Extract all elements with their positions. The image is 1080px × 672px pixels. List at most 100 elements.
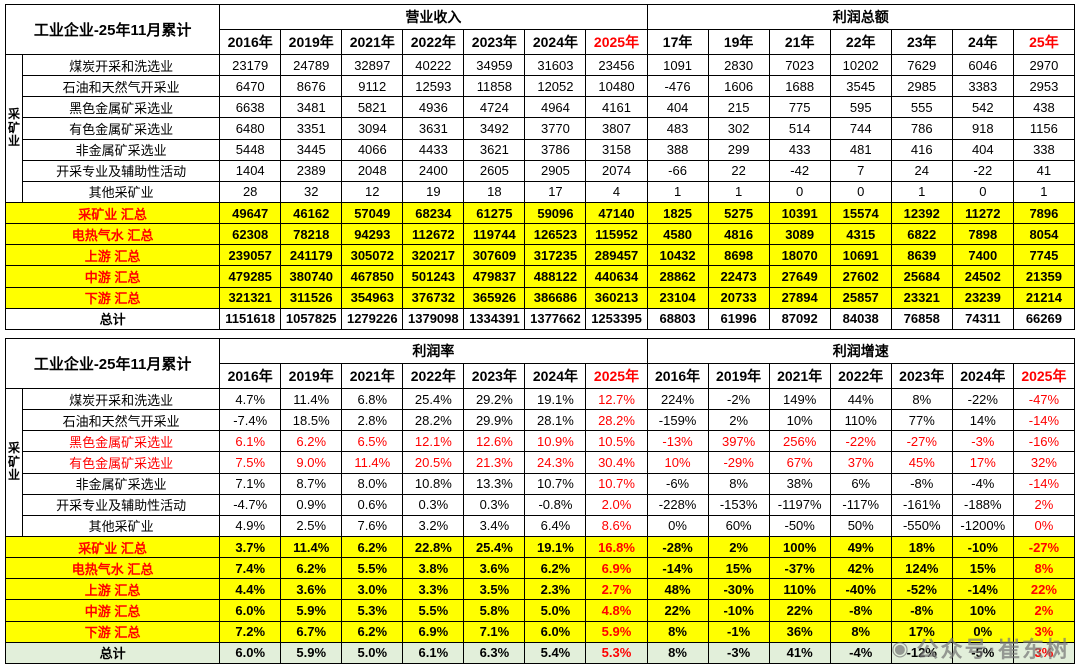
data-cell[interactable]: 60% [707, 514, 770, 537]
data-cell[interactable]: -8% [829, 599, 892, 622]
data-cell[interactable]: 12593 [402, 75, 465, 98]
data-cell[interactable]: 360213 [585, 286, 648, 309]
data-cell[interactable]: 8% [646, 620, 709, 643]
data-cell[interactable]: 3% [1012, 641, 1076, 665]
data-cell[interactable]: 8% [890, 387, 953, 411]
data-cell[interactable]: 40222 [402, 53, 465, 77]
data-cell[interactable]: -47% [1012, 387, 1076, 411]
data-cell[interactable]: 388 [646, 138, 709, 161]
data-cell[interactable]: 34959 [463, 53, 526, 77]
data-cell[interactable]: 1688 [768, 75, 831, 98]
row-label[interactable]: 总计 [4, 307, 221, 331]
data-cell[interactable]: 115952 [585, 223, 648, 246]
data-cell[interactable]: 8639 [890, 244, 953, 267]
data-cell[interactable]: 1151618 [219, 307, 282, 331]
year-header[interactable]: 24年 [951, 29, 1014, 55]
year-header[interactable]: 2016年 [219, 29, 282, 55]
data-cell[interactable]: 0 [951, 180, 1014, 203]
data-cell[interactable]: 467850 [341, 265, 404, 288]
data-cell[interactable]: 10% [951, 599, 1014, 622]
data-cell[interactable]: 2.7% [585, 578, 648, 601]
row-label[interactable]: 石油和天然气开采业 [21, 409, 221, 432]
data-cell[interactable]: 21214 [1012, 286, 1076, 309]
data-cell[interactable]: 479285 [219, 265, 282, 288]
data-cell[interactable]: 36% [768, 620, 831, 643]
data-cell[interactable]: 48% [646, 578, 709, 601]
data-cell[interactable]: 62308 [219, 223, 282, 246]
data-cell[interactable]: 24502 [951, 265, 1014, 288]
data-cell[interactable]: 5.5% [341, 557, 404, 580]
data-cell[interactable]: 29.2% [463, 387, 526, 411]
data-cell[interactable]: 7898 [951, 223, 1014, 246]
data-cell[interactable]: 3158 [585, 138, 648, 161]
data-cell[interactable]: 2074 [585, 159, 648, 182]
data-cell[interactable]: 22473 [707, 265, 770, 288]
data-cell[interactable]: -188% [951, 493, 1014, 516]
row-label[interactable]: 黑色金属矿采选业 [21, 96, 221, 119]
data-cell[interactable]: 22.8% [402, 535, 465, 559]
data-cell[interactable]: 3.2% [402, 514, 465, 537]
data-cell[interactable]: 10691 [829, 244, 892, 267]
data-cell[interactable]: 22% [1012, 578, 1076, 601]
data-cell[interactable]: 28 [219, 180, 282, 203]
data-cell[interactable]: 1253395 [585, 307, 648, 331]
data-cell[interactable]: 13.3% [463, 472, 526, 495]
data-cell[interactable]: 7.4% [219, 557, 282, 580]
year-header[interactable]: 2024年 [951, 363, 1014, 389]
data-cell[interactable]: 3.8% [402, 557, 465, 580]
data-cell[interactable]: 0% [1012, 514, 1076, 537]
data-cell[interactable]: 2% [707, 409, 770, 432]
year-header[interactable]: 2023年 [463, 29, 526, 55]
data-cell[interactable]: 61275 [463, 201, 526, 225]
year-header[interactable]: 25年 [1012, 29, 1076, 55]
data-cell[interactable]: 0.3% [402, 493, 465, 516]
data-cell[interactable]: 17 [524, 180, 587, 203]
data-cell[interactable]: 354963 [341, 286, 404, 309]
data-cell[interactable]: 112672 [402, 223, 465, 246]
data-cell[interactable]: 25857 [829, 286, 892, 309]
data-cell[interactable]: 68803 [646, 307, 709, 331]
data-cell[interactable]: 2953 [1012, 75, 1076, 98]
data-cell[interactable]: 514 [768, 117, 831, 140]
data-cell[interactable]: 17% [890, 620, 953, 643]
row-label[interactable]: 煤炭开采和洗选业 [21, 387, 221, 411]
data-cell[interactable]: -1% [707, 620, 770, 643]
data-cell[interactable]: 87092 [768, 307, 831, 331]
data-cell[interactable]: 49647 [219, 201, 282, 225]
year-header[interactable]: 2016年 [646, 363, 709, 389]
data-cell[interactable]: 14% [951, 409, 1014, 432]
data-cell[interactable]: 8% [1012, 557, 1076, 580]
data-cell[interactable]: 479837 [463, 265, 526, 288]
data-cell[interactable]: 488122 [524, 265, 587, 288]
data-cell[interactable]: 6.0% [524, 620, 587, 643]
data-cell[interactable]: 2389 [280, 159, 343, 182]
year-header[interactable]: 2023年 [463, 363, 526, 389]
data-cell[interactable]: 0 [768, 180, 831, 203]
data-cell[interactable]: 0% [646, 514, 709, 537]
data-cell[interactable]: 11272 [951, 201, 1014, 225]
data-cell[interactable]: 3351 [280, 117, 343, 140]
data-cell[interactable]: 4161 [585, 96, 648, 119]
data-cell[interactable]: 32897 [341, 53, 404, 77]
data-cell[interactable]: -7.4% [219, 409, 282, 432]
data-cell[interactable]: 2905 [524, 159, 587, 182]
data-cell[interactable]: 10391 [768, 201, 831, 225]
data-cell[interactable]: 0 [829, 180, 892, 203]
data-cell[interactable]: 6.3% [463, 641, 526, 665]
data-cell[interactable]: 305072 [341, 244, 404, 267]
data-cell[interactable]: 6.2% [341, 535, 404, 559]
data-cell[interactable]: 76858 [890, 307, 953, 331]
year-header[interactable]: 2024年 [524, 29, 587, 55]
year-header[interactable]: 21年 [768, 29, 831, 55]
data-cell[interactable]: -14% [646, 557, 709, 580]
data-cell[interactable]: 5.0% [341, 641, 404, 665]
data-cell[interactable]: -50% [768, 514, 831, 537]
data-cell[interactable]: 241179 [280, 244, 343, 267]
data-cell[interactable]: 28.2% [402, 409, 465, 432]
data-cell[interactable]: 59096 [524, 201, 587, 225]
year-header[interactable]: 2019年 [280, 363, 343, 389]
data-cell[interactable]: 10% [768, 409, 831, 432]
data-cell[interactable]: 4 [585, 180, 648, 203]
data-cell[interactable]: 124% [890, 557, 953, 580]
data-cell[interactable]: 7.1% [463, 620, 526, 643]
